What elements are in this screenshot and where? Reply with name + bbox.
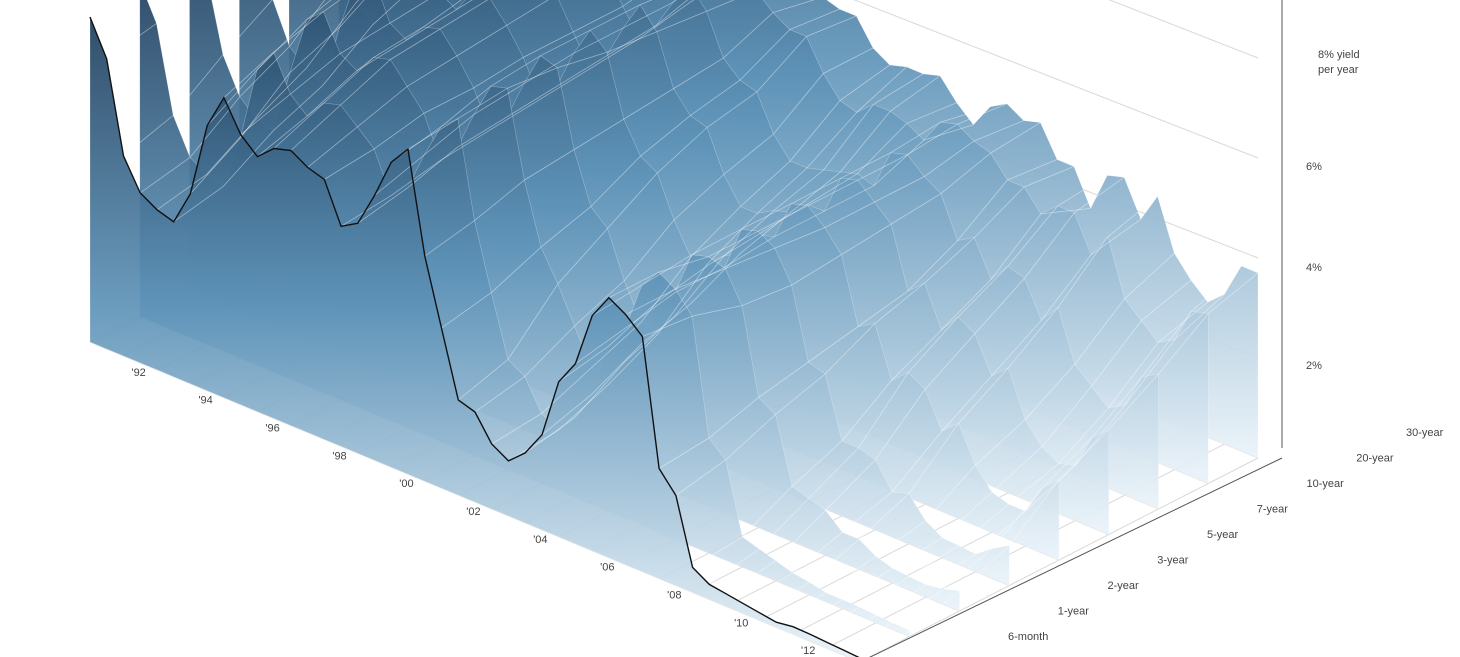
x-tick-label: '96	[265, 423, 279, 435]
z-tick-label: per year	[1318, 64, 1359, 76]
surface-contour	[391, 0, 653, 163]
maturity-tick-label: 1-year	[1058, 606, 1090, 618]
z-tick-label: 8% yield	[1318, 49, 1360, 61]
surface-contour	[190, 0, 365, 194]
x-tick-label: '94	[198, 395, 212, 407]
surface-contour	[508, 66, 907, 462]
z-tick-label: 6%	[1306, 161, 1322, 173]
surface-contour	[441, 8, 840, 329]
maturity-axis-line	[869, 457, 1283, 657]
surface-contour	[792, 279, 1192, 628]
z-tick-label: 2%	[1306, 360, 1322, 372]
surface-contour	[206, 0, 332, 126]
surface-contour	[725, 176, 1125, 595]
surface-contour	[809, 301, 1209, 635]
surface-contour	[541, 75, 941, 436]
surface-contour	[357, 0, 689, 224]
surface-contour	[474, 47, 874, 413]
axes	[869, 0, 1283, 657]
maturity-tick-label: 3-year	[1157, 555, 1189, 567]
surface-contour	[407, 0, 735, 150]
surface-contour	[591, 106, 991, 317]
surface-contour	[106, 0, 181, 60]
x-tick-label: '08	[667, 590, 681, 602]
x-tick-label: '92	[131, 367, 145, 379]
surface-contour	[558, 102, 957, 383]
maturity-tick-label: 2-year	[1108, 580, 1140, 592]
maturity-tick-label: 30-year	[1406, 427, 1444, 439]
surface-contour	[123, 0, 273, 157]
surface-contour	[826, 293, 1225, 643]
surface-contour	[458, 15, 857, 401]
x-tick-label: '04	[533, 534, 547, 546]
maturity-tick-label: 6-month	[1008, 631, 1048, 643]
x-tick-label: '06	[600, 562, 614, 574]
surface-contour	[742, 218, 1142, 604]
surface-contour	[860, 272, 1259, 657]
x-tick-label: '02	[466, 506, 480, 518]
surface-contour	[642, 122, 1041, 337]
surface-contour	[257, 0, 473, 157]
wall-grid-line	[853, 0, 1259, 159]
surface-contour	[223, 0, 341, 98]
surface-contour	[608, 103, 1008, 299]
x-tick-label: '00	[399, 478, 413, 490]
yield-surface	[89, 0, 1259, 657]
surface-contour	[273, 0, 462, 149]
x-tick-label: '98	[332, 450, 346, 462]
surface-contour	[340, 0, 695, 227]
surface-contour	[240, 0, 429, 135]
x-tick-label: '12	[801, 645, 815, 657]
surface-contour	[173, 0, 401, 223]
surface-contour	[524, 73, 924, 454]
x-tick-label: '10	[734, 617, 748, 629]
surface-contour	[843, 265, 1242, 651]
surface-contour	[307, 0, 549, 168]
maturity-tick-label: 5-year	[1207, 529, 1239, 541]
surface-contour	[156, 0, 360, 211]
surface-contour	[776, 252, 1175, 623]
front-series-line	[89, 16, 860, 657]
maturity-tick-label: 7-year	[1257, 504, 1289, 516]
surface-contour	[575, 124, 974, 365]
surface-contour	[491, 64, 890, 445]
surface-contour	[709, 175, 1108, 585]
tick-labels: 2% 4% 6% 8% yield per year '92 '94 '96 '98 '00 '02…	[131, 49, 1443, 657]
surface-contour	[139, 0, 326, 194]
series-line-6-month	[89, 16, 860, 657]
surface-contour	[374, 0, 678, 196]
surface-contour	[658, 159, 1058, 469]
surface-contour	[675, 166, 1075, 496]
maturity-tick-label: 20-year	[1356, 453, 1394, 465]
surface-contour	[759, 195, 1158, 614]
surface-contour	[625, 120, 1024, 315]
z-tick-label: 4%	[1306, 262, 1322, 274]
surface-contour	[324, 0, 633, 180]
surface-contour	[424, 0, 815, 257]
maturity-tick-label: 10-year	[1307, 478, 1345, 490]
surface-contour	[290, 0, 489, 151]
surface-contour	[692, 208, 1091, 568]
